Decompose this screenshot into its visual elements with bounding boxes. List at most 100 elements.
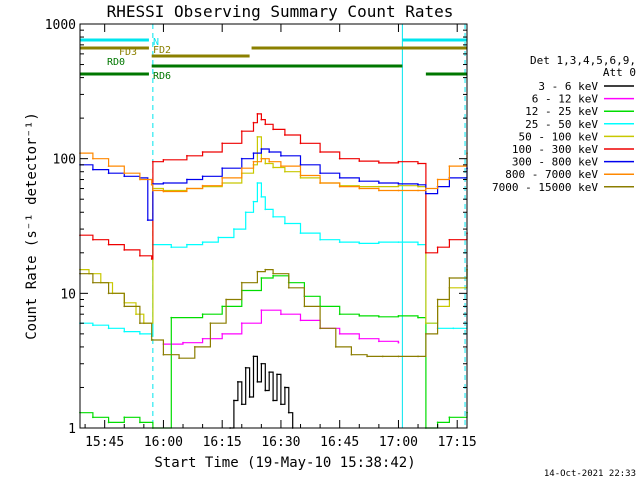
series-point-7000-15000-kev-15 xyxy=(287,286,290,289)
series-point-800-7000-kev-21 xyxy=(397,189,400,192)
series-point-25-50-kev-21 xyxy=(338,241,341,244)
series-point-3-6-kev-8 xyxy=(260,362,263,365)
series-point-100-300-kev-21 xyxy=(358,160,361,162)
series-point-3-6-kev-3 xyxy=(240,403,243,406)
flag-label-fd3: FD3 xyxy=(119,47,137,58)
series-point-100-300-kev-2 xyxy=(107,243,110,246)
legend-label-12-25-kev: 12 - 25 keV xyxy=(525,105,598,118)
series-point-100-300-kev-12 xyxy=(252,121,255,124)
series-point-7000-15000-kev-4 xyxy=(139,322,141,325)
series-point-3-6-kev-1 xyxy=(233,399,235,402)
series-point-50-100-kev-16 xyxy=(264,162,267,165)
legend-label-25-50-kev: 25 - 50 keV xyxy=(525,118,598,131)
series-point-12-25-kev-18 xyxy=(397,314,400,317)
series-point-800-7000-kev-14 xyxy=(268,160,271,163)
series-point-25-50-kev-12 xyxy=(244,211,247,214)
series-point-25-50-kev-28 xyxy=(452,327,455,330)
series-point-7000-15000-kev-10 xyxy=(225,298,228,301)
series-point-7000-15000-kev-3 xyxy=(123,305,126,308)
flag-label-rd0: RD0 xyxy=(107,57,125,68)
series-point-6-12-kev-11 xyxy=(377,340,380,343)
series-point-100-300-kev-17 xyxy=(283,134,286,136)
series-point-6-12-kev-5 xyxy=(260,309,263,312)
series-point-25-50-kev-4 xyxy=(139,332,141,335)
series-point-12-25-kev-3 xyxy=(123,416,126,419)
series-point-7000-15000-kev-22 xyxy=(397,355,400,358)
series-point-7000-15000-kev-8 xyxy=(193,346,196,348)
series-point-800-7000-kev-11 xyxy=(240,167,243,170)
series-point-25-50-kev-25 xyxy=(417,243,419,246)
flag-label-n: N xyxy=(153,37,159,48)
series-point-25-50-kev-1 xyxy=(92,324,94,327)
series-point-300-800-kev-17 xyxy=(319,172,322,175)
series-point-25-50-kev-23 xyxy=(377,241,380,244)
series-point-300-800-kev-18 xyxy=(338,176,341,179)
series-point-12-25-kev-7 xyxy=(201,313,204,316)
series-point-25-50-kev-13 xyxy=(252,200,255,203)
series-point-7000-15000-kev-24 xyxy=(424,332,427,335)
series-point-300-800-kev-14 xyxy=(268,151,271,153)
y-tick-label-0: 1 xyxy=(68,422,76,437)
x-axis-label: Start Time (19-May-10 15:38:42) xyxy=(154,455,415,471)
series-point-3-6-kev-2 xyxy=(236,380,239,383)
series-line-7000-15000-kev xyxy=(80,265,468,359)
series-point-3-6-kev-9 xyxy=(264,389,267,392)
series-point-12-25-kev-6 xyxy=(170,316,173,319)
series-point-7000-15000-kev-6 xyxy=(162,353,165,356)
x-tick-label-5: 17:00 xyxy=(379,435,418,450)
series-point-800-7000-kev-13 xyxy=(260,157,263,160)
series-point-7000-15000-kev-18 xyxy=(334,346,337,348)
series-point-25-50-kev-19 xyxy=(299,232,302,235)
series-point-12-25-kev-2 xyxy=(107,421,110,424)
series-point-50-100-kev-14 xyxy=(256,136,259,138)
series-point-800-7000-kev-20 xyxy=(377,189,380,192)
series-point-100-300-kev-4 xyxy=(139,254,141,257)
series-point-12-25-kev-1 xyxy=(92,416,94,419)
series-point-100-300-kev-13 xyxy=(256,112,259,115)
x-tick-label-0: 15:45 xyxy=(85,435,124,450)
series-line-800-7000-kev xyxy=(80,152,468,193)
series-point-800-7000-kev-9 xyxy=(201,184,204,187)
series-point-100-300-kev-9 xyxy=(201,151,204,153)
series-point-100-300-kev-16 xyxy=(272,128,275,131)
series-point-7000-15000-kev-12 xyxy=(256,270,259,273)
series-point-300-800-kev-13 xyxy=(260,148,263,150)
series-point-3-6-kev-4 xyxy=(244,366,247,369)
series-point-100-300-kev-10 xyxy=(221,142,224,145)
series-point-100-300-kev-8 xyxy=(186,154,188,157)
series-point-300-800-kev-11 xyxy=(240,157,243,160)
series-point-7000-15000-kev-14 xyxy=(272,272,275,275)
series-point-7000-15000-kev-25 xyxy=(436,298,439,301)
series-point-50-100-kev-19 xyxy=(299,176,302,179)
series-point-800-7000-kev-18 xyxy=(338,185,341,188)
series-point-3-6-kev-13 xyxy=(280,403,282,406)
series-point-12-25-kev-22 xyxy=(448,416,451,419)
series-point-25-50-kev-24 xyxy=(397,241,400,244)
series-point-300-800-kev-12 xyxy=(252,152,255,154)
series-point-800-7000-kev-23 xyxy=(424,187,427,190)
timestamp: 14-Oct-2021 22:33 xyxy=(544,469,636,479)
series-point-800-7000-kev-12 xyxy=(252,160,255,163)
series-point-7000-15000-kev-19 xyxy=(350,353,353,356)
series-point-800-7000-kev-16 xyxy=(299,174,302,177)
x-tick-label-3: 16:30 xyxy=(261,435,300,450)
series-point-100-300-kev-27 xyxy=(448,238,451,241)
series-point-800-7000-kev-3 xyxy=(123,172,126,175)
series-point-100-300-kev-7 xyxy=(162,158,165,161)
series-point-25-50-kev-11 xyxy=(233,228,235,230)
series-point-800-7000-kev-4 xyxy=(139,178,141,181)
series-point-6-12-kev-12 xyxy=(397,341,400,344)
series-point-800-7000-kev-15 xyxy=(280,165,282,168)
series-point-25-50-kev-16 xyxy=(264,208,267,211)
series-point-50-100-kev-25 xyxy=(417,185,419,188)
legend-label-50-100-kev: 50 - 100 keV xyxy=(519,130,599,143)
series-point-800-7000-kev-2 xyxy=(107,165,110,168)
series-point-100-300-kev-3 xyxy=(123,249,126,251)
series-point-7000-15000-kev-11 xyxy=(240,281,243,284)
legend-label-300-800-kev: 300 - 800 keV xyxy=(512,156,598,169)
y-tick-label-2: 100 xyxy=(53,153,76,168)
series-point-100-300-kev-18 xyxy=(299,142,302,145)
series-point-25-50-kev-2 xyxy=(107,327,110,330)
